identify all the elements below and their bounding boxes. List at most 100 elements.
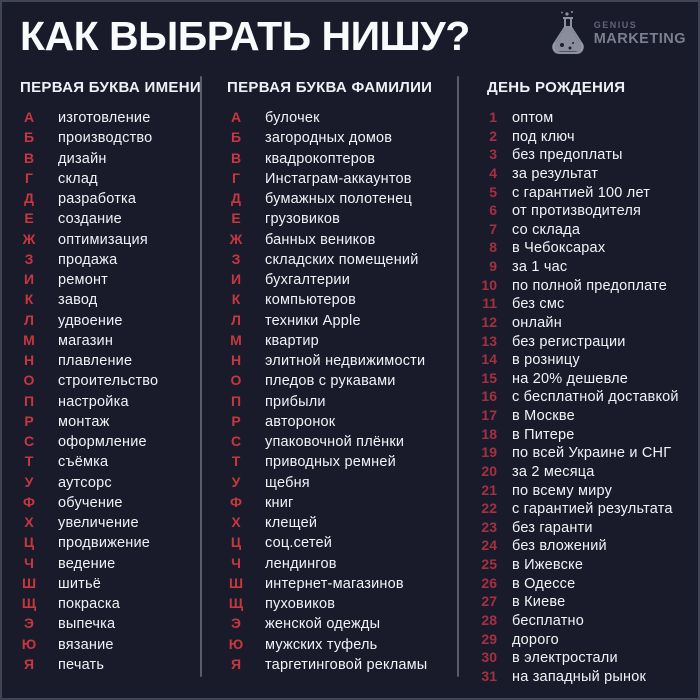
list-item: Н элитной недвижимости	[227, 352, 452, 372]
item-label: загородных домов	[265, 130, 393, 147]
item-key: 9	[489, 258, 497, 274]
item-key: 2	[489, 127, 497, 144]
item-label: в электростали	[512, 650, 618, 667]
item-key: 30	[481, 649, 497, 666]
list-item: П настройка	[20, 393, 195, 413]
list-item: Э выпечка	[20, 615, 195, 635]
item-key: Щ	[21, 595, 37, 611]
column-birthday: ДЕНЬ РОЖДЕНИЯ 1 оптом 2 под ключ 3 без п…	[473, 79, 695, 686]
item-label: магазин	[58, 332, 114, 349]
list-item: 18 в Питере	[473, 426, 695, 445]
item-key: Т	[231, 453, 241, 470]
item-key: 3	[489, 146, 497, 163]
flask-icon	[546, 10, 590, 58]
list-item: Ж оптимизация	[20, 231, 195, 251]
item-key: Ш	[21, 574, 37, 591]
item-key: 27	[481, 593, 497, 610]
item-label: оптом	[512, 110, 554, 126]
item-label: шитьё	[58, 575, 101, 592]
item-label: упаковочной плёнки	[265, 434, 405, 450]
item-key: 24	[481, 537, 497, 554]
item-key: Б	[23, 129, 35, 146]
item-label: настройка	[58, 393, 129, 410]
list-item: З продажа	[20, 251, 195, 271]
item-key: 19	[481, 444, 497, 461]
list-item: Б производство	[20, 129, 195, 149]
item-key: Ш	[228, 574, 244, 591]
list-item: 26 в Одессе	[473, 575, 695, 594]
list-item: Е создание	[20, 210, 195, 230]
item-label: оптимизация	[58, 231, 148, 248]
list-item: А булочек	[227, 109, 452, 129]
item-label: оформление	[58, 434, 147, 450]
item-label: обучение	[58, 494, 123, 511]
item-label: техники Apple	[265, 312, 361, 329]
item-key: З	[24, 250, 34, 267]
item-label: с гарантией 100 лет	[512, 184, 651, 201]
item-label: без смс	[512, 296, 565, 313]
list-item: Е грузовиков	[227, 210, 452, 230]
list-item: 12 онлайн	[473, 314, 695, 333]
column-header: ПЕРВАЯ БУКВА ИМЕНИ	[20, 79, 201, 96]
item-key: О	[230, 372, 242, 389]
item-key: Н	[23, 352, 35, 368]
item-label: онлайн	[512, 314, 562, 331]
list-item: Ц продвижение	[20, 534, 195, 554]
item-label: соц.сетей	[265, 535, 333, 552]
item-label: плавление	[58, 353, 133, 369]
item-label: в Москве	[512, 408, 575, 424]
item-label: выпечка	[58, 616, 116, 633]
item-key: Э	[24, 615, 34, 632]
item-label: пуховиков	[265, 596, 336, 612]
item-label: лендингов	[265, 555, 337, 572]
item-label: строительство	[58, 373, 159, 390]
item-key: Р	[231, 412, 241, 429]
item-key: 11	[482, 295, 497, 312]
item-label: в розницу	[512, 352, 580, 369]
item-key: 28	[481, 611, 497, 628]
list-item: 16 с бесплатной доставкой	[473, 388, 695, 407]
list-item: 6 от протизводителя	[473, 202, 695, 221]
list-item: О пледов с рукавами	[227, 372, 452, 392]
item-label: булочек	[265, 110, 320, 126]
list-item: О строительство	[20, 372, 195, 392]
list-item: 24 без вложений	[473, 537, 695, 556]
item-label: в Киеве	[512, 594, 566, 611]
item-key: 13	[481, 332, 497, 349]
item-label: за результат	[512, 165, 599, 182]
item-label: банных веников	[265, 231, 376, 248]
item-key: Р	[24, 412, 34, 429]
item-key: С	[23, 433, 35, 449]
item-key: Ю	[228, 635, 244, 652]
item-key: Б	[230, 129, 242, 146]
item-label: без вложений	[512, 538, 607, 555]
list-item: К завод	[20, 291, 195, 311]
item-key: 22	[481, 500, 497, 517]
item-label: авторонок	[265, 413, 336, 430]
item-label: склад	[58, 170, 98, 187]
item-label: изготовление	[58, 110, 151, 126]
list-item: Ю мужских туфель	[227, 636, 452, 656]
letter-list: А булочек Б загородных домов В квадрокоп…	[227, 109, 452, 676]
item-key: В	[23, 149, 35, 166]
item-key: 18	[481, 425, 497, 442]
item-key: 8	[489, 239, 497, 256]
item-label: пледов с рукавами	[265, 373, 396, 390]
list-item: Б загородных домов	[227, 129, 452, 149]
list-item: 9 за 1 час	[473, 258, 695, 277]
item-key: 16	[481, 388, 497, 405]
item-key: Ч	[231, 554, 241, 571]
item-key: Л	[231, 311, 241, 328]
item-label: вязание	[58, 636, 114, 653]
item-key: Ч	[24, 554, 34, 571]
item-label: на западный рынок	[512, 668, 647, 685]
item-label: с гарантией результата	[512, 501, 673, 518]
item-label: квадрокоптеров	[265, 150, 376, 167]
item-label: в Ижевске	[512, 557, 584, 573]
item-key: 23	[481, 518, 497, 535]
item-key: 7	[489, 220, 497, 237]
list-item: Ч лендингов	[227, 555, 452, 575]
item-key: А	[23, 109, 35, 125]
item-key: Г	[25, 169, 33, 186]
item-label: клещей	[265, 515, 318, 531]
